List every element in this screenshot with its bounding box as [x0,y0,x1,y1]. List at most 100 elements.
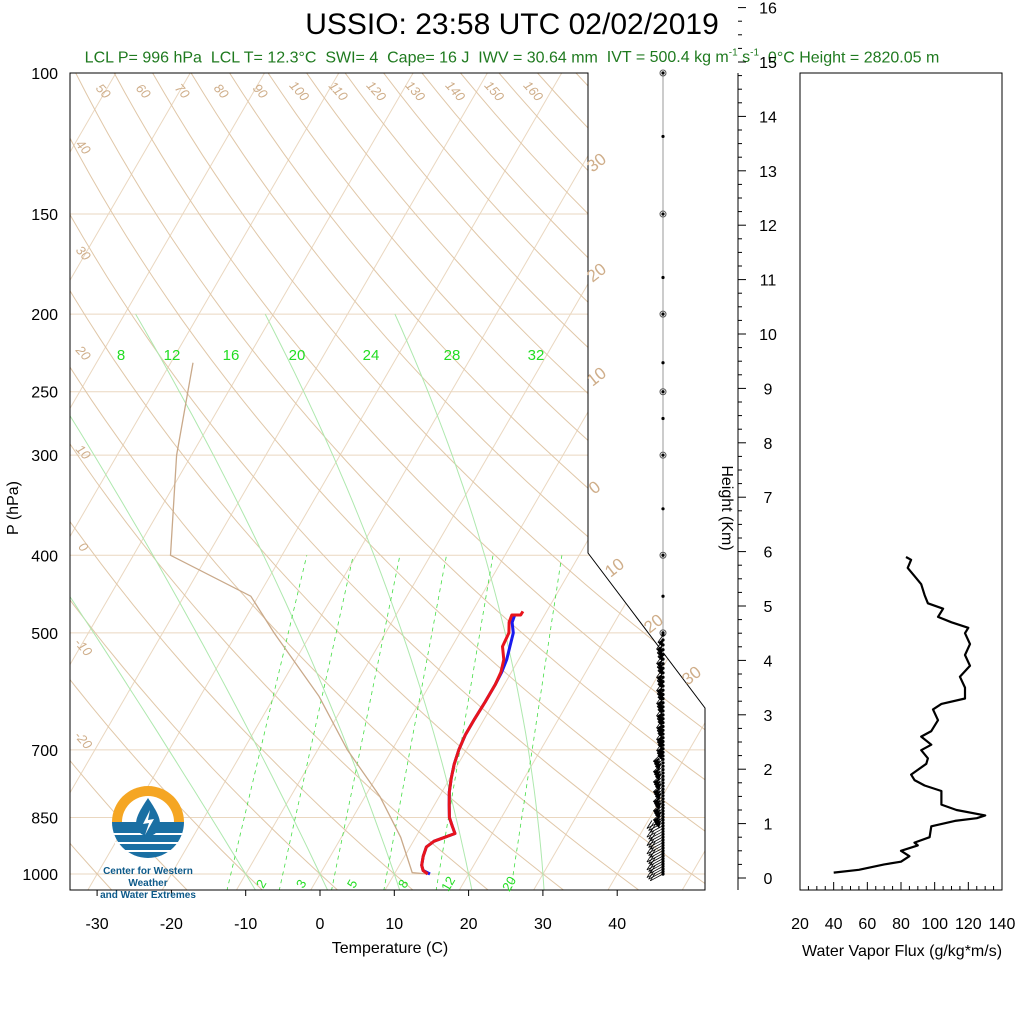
isotherm [161,73,637,890]
height-tick-label: 11 [760,273,777,290]
wind-barb [650,842,664,850]
wind-level-dot [661,761,665,765]
wind-level-dot [661,849,665,853]
wind-level-dot [661,815,665,819]
wind-level-dot [661,361,665,365]
flux-tick-label: 40 [825,916,843,933]
wind-level-dot [661,453,665,457]
wind-barb-flag [653,788,660,797]
wind-level-dot [661,768,665,772]
height-tick-label: 0 [764,871,773,888]
height-tick-label: 12 [759,218,777,235]
skewt-frame [69,72,706,891]
dry-adiabat [383,73,705,890]
height-tick-label: 13 [759,164,777,181]
dry-adiabat [70,73,641,890]
wind-level-dot [661,840,665,845]
dry-adiabat [70,73,705,890]
height-tick-label: 16 [759,1,777,18]
flux-tick-label: 140 [989,916,1016,933]
mixing-ratio-label: 8 [117,347,125,364]
wind-level-dot [661,390,665,394]
dry-adiabat [190,73,705,890]
pressure-tick-label: 1000 [22,867,58,884]
wind-level-dot [661,800,665,804]
wind-level-dot [661,134,665,139]
wind-level-dot [661,594,665,598]
wind-level-dot [661,631,665,635]
isotherm [70,73,340,890]
x-axis-label: Temperature (C) [332,940,448,957]
height-tick-label: 1 [764,817,773,834]
wind-barb-flag [653,778,660,787]
wind-barb-flag [656,687,663,695]
pressure-tick-label: 300 [31,448,58,465]
wind-barb-flag [657,663,664,672]
wind-barb [648,863,664,872]
pressure-tick-label: 700 [31,743,58,760]
wind-level-dot [661,416,665,421]
pressure-tick-label: 850 [31,810,58,827]
logo-text: Center for Western Weather and Water Ext… [100,866,196,901]
wind-barb-feather [646,861,653,871]
wind-level-dot [661,869,665,874]
wind-level-dot [661,757,665,761]
wind-barb [650,833,664,842]
mixing-ratio-label-bottom: 20 [499,874,519,894]
mixing-ratio-label: 28 [444,347,461,364]
dry-adiabat [229,73,705,890]
calm-wind-marker [659,388,667,396]
chart-title: USSIO: 23:58 UTC 02/02/2019 [305,8,719,41]
wind-barb-flag [656,699,663,708]
wind-level-dot [661,843,665,847]
wind-level-dot [661,867,665,871]
wind-barb-flag [656,735,663,744]
wind-barb-flag [656,746,663,755]
flux-tick-label: 100 [921,916,948,933]
wind-level-dot [661,812,665,816]
moist-adiabat [394,313,545,890]
temperature-tick-label: 20 [460,916,478,933]
height-tick-label: 2 [764,762,773,779]
mixing-ratio-line [278,555,354,890]
wind-level-dot [661,797,665,801]
mixing-ratio-label: 24 [363,347,380,364]
wind-level-dot [661,212,665,216]
isotherm [70,73,414,890]
calm-wind-marker [659,210,667,218]
mixing-ratio-label-bottom: 12 [438,874,458,894]
wind-level-dot [661,838,665,842]
dry-adiabat [421,73,705,890]
isotherm [86,73,563,890]
wind-barb [648,847,664,857]
mixing-ratio-label: 16 [223,347,240,364]
pressure-tick-label: 400 [31,548,58,565]
dry-adiabat [75,73,705,890]
wind-barb-flag [653,807,660,816]
mixing-ratio-line [331,555,401,890]
wind-barb [646,828,664,838]
wind-level-dot [661,872,665,876]
wind-level-dot [661,275,665,280]
wind-barb [646,853,664,863]
flux-tick-label: 120 [955,916,982,933]
mixing-ratio-line [383,555,447,890]
zero-degree-height: 0°C Height = 2820.05 m [767,49,940,67]
wind-barb [646,868,664,878]
water-vapor-flux-line [833,556,987,874]
wind-barb-flag [657,649,664,658]
pressure-tick-label: 200 [31,307,58,324]
wind-level-dot [661,824,665,828]
wind-level-dot [661,312,665,316]
temperature-tick-label: 10 [385,916,403,933]
wind-level-dot [661,771,665,775]
wind-level-dot [661,806,665,810]
lcl-pressure: LCL P= 996 hPa [84,49,202,67]
flux-axis-label: Water Vapor Flux (g/kg*m/s) [802,943,1002,960]
logo-mark [112,786,184,858]
parcel-path-line [169,362,428,875]
wind-level-dot [661,747,665,751]
pressure-tick-label: 150 [31,207,58,224]
cape-value: Cape= 16 J [387,49,470,67]
dry-adiabat [70,73,566,890]
